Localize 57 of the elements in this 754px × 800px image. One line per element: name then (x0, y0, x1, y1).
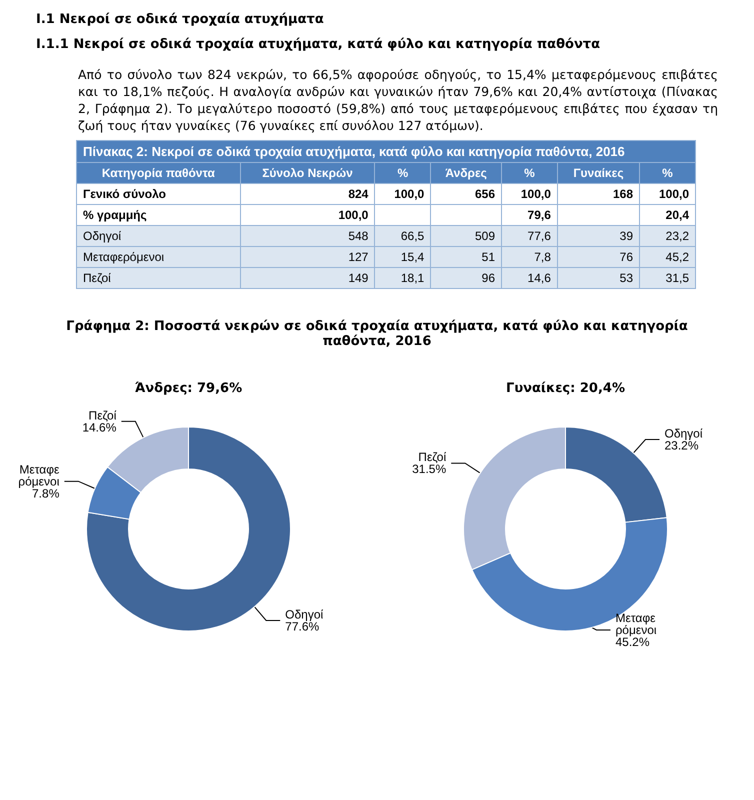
chart-title: Γυναίκες: 20,4% (506, 381, 625, 396)
text: 66,5 (374, 226, 431, 246)
data-label: 23.2% (664, 438, 699, 453)
slice-label: Μεταφερόμενοι (615, 611, 657, 637)
text: 100,0 (640, 184, 696, 204)
data-label: 45.2% (615, 635, 650, 649)
category-label: % (640, 162, 696, 184)
chart-title: Άνδρες: 79,6% (134, 381, 242, 396)
text: 31,5 (640, 268, 696, 288)
text: 100,0 (240, 204, 375, 226)
text: 76 (557, 246, 640, 268)
text: 79,6 (502, 204, 558, 226)
category-label: Σύνολο Νεκρών (240, 162, 375, 184)
slice-label: Πεζοί (418, 450, 446, 464)
data-label: 7.8% (32, 486, 60, 500)
text: 45,2 (640, 246, 696, 268)
text: Μεταφερόμενοι (76, 246, 240, 268)
text: 53 (557, 268, 640, 288)
category-label: % (374, 162, 431, 184)
text: % γραμμής (76, 204, 240, 226)
category-label: % (502, 162, 558, 184)
text: 20,4 (640, 204, 696, 226)
text: 18,1 (374, 268, 431, 288)
text: 77,6 (502, 226, 558, 246)
text: 39 (557, 226, 640, 246)
text: 51 (430, 246, 502, 268)
text: Πίνακας 2: Νεκροί σε οδικά τροχαία ατυχήματα, κατά φύλο και κατηγορία παθόντα, 2016 (76, 140, 696, 162)
text: Γενικό σύνολο (76, 184, 240, 204)
text: 7,8 (502, 246, 558, 268)
data-label: 14.6% (82, 420, 117, 434)
text: 548 (240, 226, 375, 246)
slice-label: Οδηγοί (285, 607, 324, 622)
text: Οδηγοί (76, 226, 240, 246)
category-label: Κατηγορία παθόντα (76, 162, 240, 184)
text: Γράφημα 2: Ποσοστά νεκρών σε οδικά τροχαία ατυχήματα, κατά φύλο και κατηγορία παθόντα, 2016 (65, 319, 689, 349)
text: 100,0 (374, 184, 431, 204)
text: Ι.1 Νεκροί σε οδικά τροχαία ατυχήματα (36, 12, 325, 27)
text: 15,4 (374, 246, 431, 268)
text: 14,6 (502, 268, 558, 288)
text: 509 (430, 226, 502, 246)
text: 23,2 (640, 226, 696, 246)
text: 656 (430, 184, 502, 204)
category-label: Γυναίκες (557, 162, 640, 184)
text: Από το σύνολο των 824 νεκρών, το 66,5% αφορούσε οδηγούς, το 15,4% μεταφερόμενους επιβάτες και το 18,1% πεζούς. Η αναλογία ανδρών και γυναικών ήταν 79,6% και 20,4% αντίστοιχα (Πίνακας 2, Γράφημα 2). Το μεγαλύτερο ποσοστό (59,8%) από τους μεταφερόμενους επιβάτες που έχασαν τη ζωή τους ήταν γυναίκες (76 γυναίκες επί συνόλου 127 ατόμων). (78, 66, 718, 134)
data-label: 31.5% (412, 462, 446, 476)
slice-label: Μεταφερόμενοι (18, 462, 60, 488)
slice-label: Οδηγοί (664, 426, 703, 441)
text: 149 (240, 268, 375, 288)
text: 168 (557, 184, 640, 204)
text: 96 (430, 268, 502, 288)
text: Ι.1.1 Νεκροί σε οδικά τροχαία ατυχήματα, κατά φύλο και κατηγορία παθόντα (36, 37, 602, 52)
category-label: Άνδρες (430, 162, 502, 184)
text: 100,0 (502, 184, 558, 204)
text: Πεζοί (76, 268, 240, 288)
text: 127 (240, 246, 375, 268)
slice-label: Πεζοί (88, 408, 117, 422)
text: 824 (240, 184, 375, 204)
